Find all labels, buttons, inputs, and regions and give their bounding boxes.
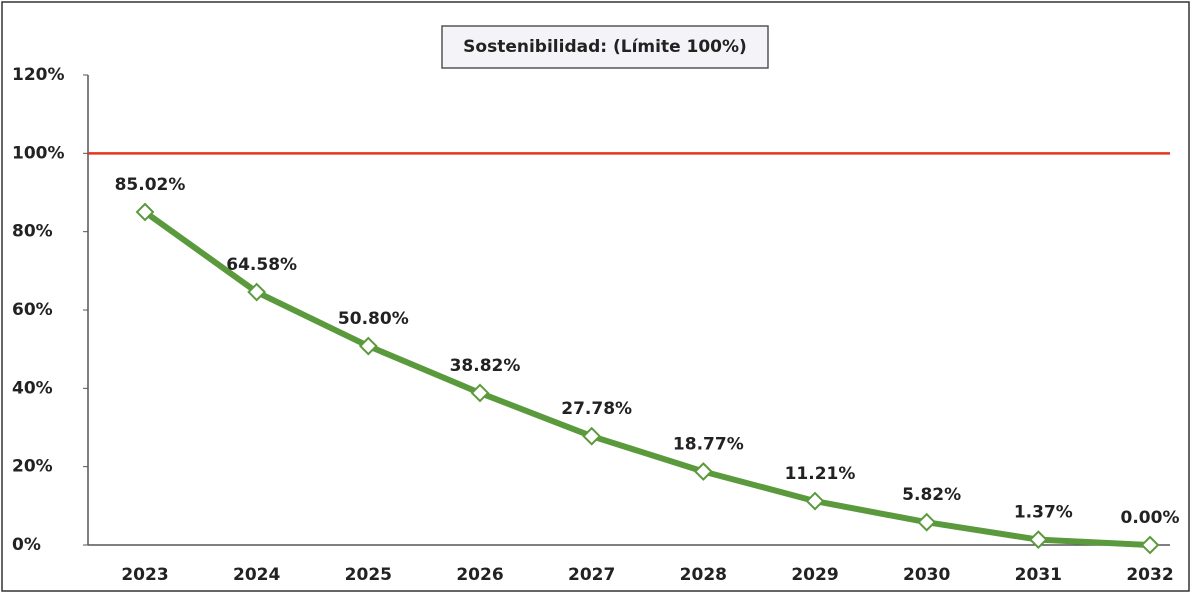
x-tick-label: 2027: [568, 565, 615, 585]
x-tick-label: 2023: [121, 565, 168, 585]
y-tick-label: 40%: [12, 378, 53, 398]
x-tick-label: 2025: [345, 565, 392, 585]
title-box: [441, 25, 769, 69]
x-tick-label: 2024: [233, 565, 280, 585]
point-marker: [805, 491, 825, 511]
data-label: 50.80%: [338, 309, 409, 329]
y-tick-label: 60%: [12, 300, 53, 320]
data-label: 5.82%: [902, 485, 961, 505]
series-line: [143, 209, 1151, 548]
data-label: 11.21%: [785, 464, 856, 484]
point-marker: [135, 202, 155, 222]
data-label: 18.77%: [673, 434, 744, 454]
data-label: 1.37%: [1014, 503, 1073, 523]
x-tick-label: 2029: [791, 565, 838, 585]
y-tick-label: 20%: [12, 457, 53, 477]
x-tick-label: 2030: [903, 565, 950, 585]
y-tick-label: 100%: [12, 143, 65, 163]
data-label: 64.58%: [226, 255, 297, 275]
x-tick-label: 2026: [456, 565, 503, 585]
point-marker: [1028, 530, 1048, 550]
point-marker: [358, 336, 378, 356]
data-label: 85.02%: [115, 175, 186, 195]
x-tick-label: 2028: [680, 565, 727, 585]
point-marker: [470, 383, 490, 403]
point-marker: [1140, 535, 1160, 555]
y-tick-label: 0%: [12, 535, 41, 555]
point-marker: [582, 426, 602, 446]
point-marker: [917, 512, 937, 532]
chart-title: Sostenibilidad: (Límite 100%): [463, 37, 747, 57]
point-marker: [247, 282, 267, 302]
data-label: 27.78%: [561, 399, 632, 419]
x-tick-label: 2032: [1126, 565, 1173, 585]
x-tick-label: 2031: [1015, 565, 1062, 585]
y-tick-label: 80%: [12, 222, 53, 242]
y-tick-label: 120%: [12, 65, 65, 85]
data-label: 38.82%: [450, 356, 521, 376]
point-marker: [693, 462, 713, 481]
data-label: 0.00%: [1121, 508, 1180, 528]
